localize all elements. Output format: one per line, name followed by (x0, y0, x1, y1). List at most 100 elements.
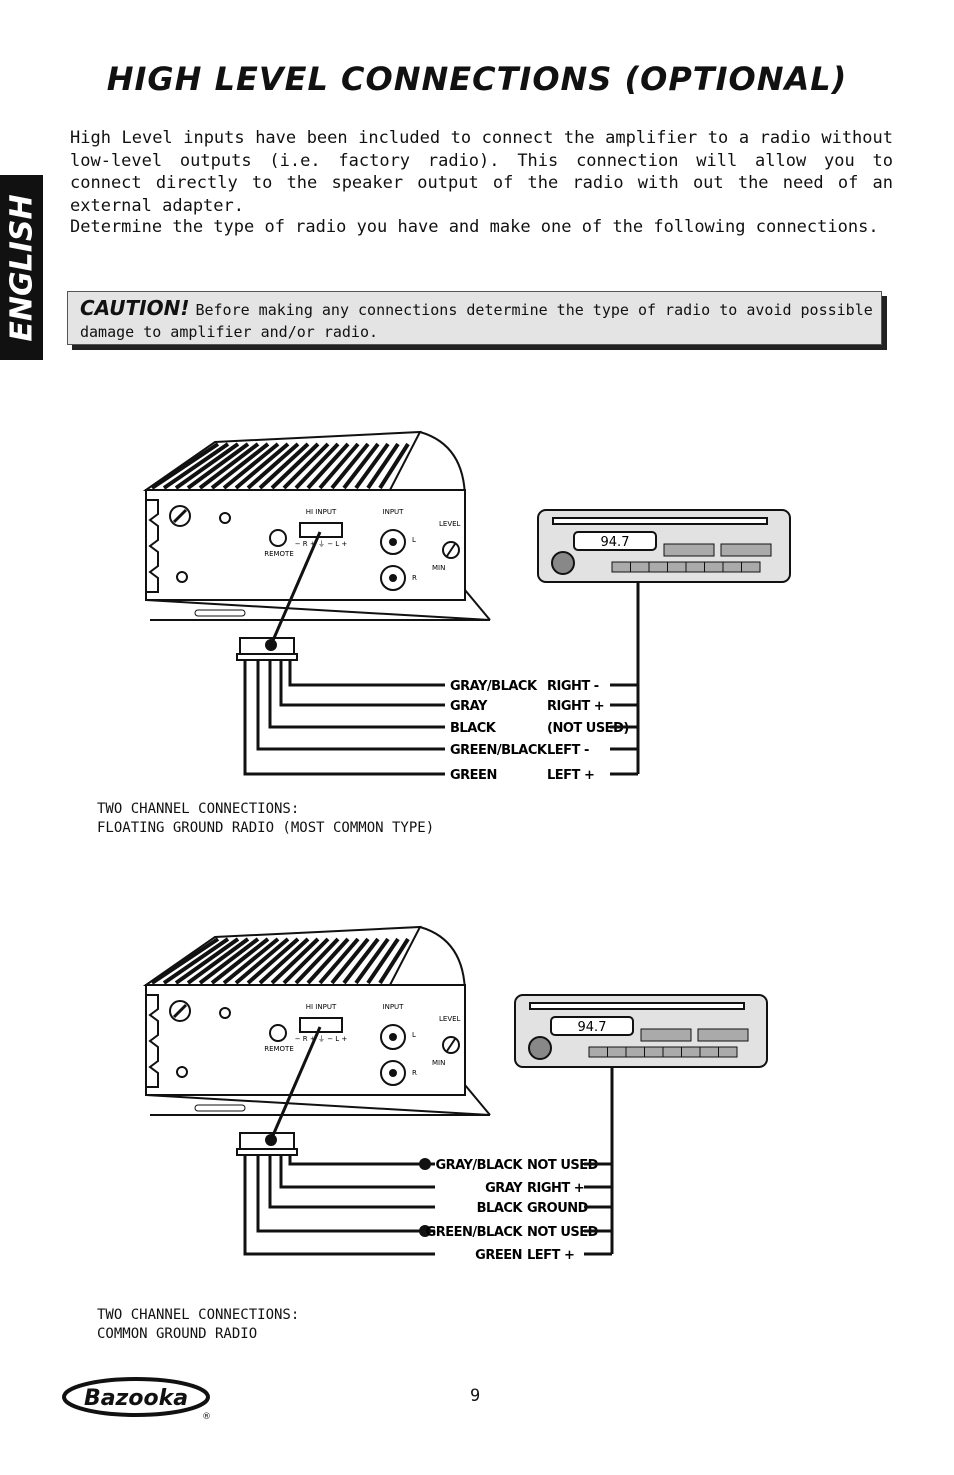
wire-color-label: BLACK (477, 1201, 524, 1216)
logo-text: Bazooka (84, 1386, 188, 1411)
wire (279, 660, 445, 707)
amp-label: REMOTE (264, 550, 294, 558)
wire (268, 660, 445, 729)
amp-fin (318, 442, 360, 490)
amp-label: R (412, 1069, 417, 1077)
amp-label: INPUT (383, 1003, 405, 1011)
caution-box: CAUTION! Before making any connections de… (67, 291, 882, 345)
rca-jack-center (389, 574, 397, 582)
amp-fin (150, 442, 220, 490)
amp-fin (366, 442, 400, 490)
page-title: HIGH LEVEL CONNECTIONS (OPTIONAL) (106, 60, 848, 98)
amp-screw-slot (172, 1003, 188, 1019)
wire (256, 1155, 435, 1233)
caption-line: TWO CHANNEL CONNECTIONS: (97, 801, 300, 817)
diagram-caption: TWO CHANNEL CONNECTIONS: COMMON GROUND R… (97, 1306, 299, 1344)
radio-button (640, 1028, 692, 1042)
amp-label: LEVEL (439, 1015, 461, 1023)
amp-fin (258, 937, 310, 985)
amp-fin (174, 442, 240, 490)
amp-label: REMOTE (264, 1045, 294, 1053)
wire-connection-label: LEFT + (547, 768, 594, 783)
logo-oval (62, 1377, 210, 1417)
wire-color-label: GRAY (450, 699, 488, 714)
radio-preset (704, 561, 724, 573)
radio-button (697, 1028, 749, 1042)
amp-label: MIN (432, 1059, 445, 1067)
caution-label: CAUTION! (80, 296, 190, 320)
amp-rail (145, 1094, 491, 1116)
amp-label: MIN (432, 564, 445, 572)
amp-label: L (412, 1031, 416, 1039)
amp-rail (145, 599, 491, 621)
amp-screw (176, 571, 188, 583)
radio-preset (588, 1046, 608, 1058)
amp-screw (219, 512, 231, 524)
radio-slot (529, 1002, 745, 1010)
radio-knob (551, 551, 575, 575)
rca-jack-center (389, 1033, 397, 1041)
amp-fin (366, 937, 400, 985)
plug-dot (265, 639, 277, 651)
plug-lead (269, 1026, 322, 1141)
wire-end-dot (419, 1225, 431, 1237)
amp-fin (294, 937, 340, 985)
wire-connection-label: LEFT - (547, 743, 589, 758)
wire-connection-label: RIGHT - (547, 679, 599, 694)
caution-text: Before making any connections determine … (80, 301, 873, 341)
wire-connection-label: (NOT USED) (547, 721, 629, 736)
amp-screw-slot (172, 508, 188, 524)
amp-screw (176, 1066, 188, 1078)
wire-connection-label: LEFT + (527, 1248, 574, 1263)
radio-display (573, 531, 657, 551)
wire (256, 660, 445, 751)
paragraph: High Level inputs have been included to … (70, 128, 893, 216)
radio-preset (741, 561, 761, 573)
amp-fin (186, 937, 250, 985)
amp-fin (186, 442, 250, 490)
caption-line: TWO CHANNEL CONNECTIONS: (97, 1307, 300, 1323)
radio-button (720, 543, 772, 557)
amp-fin (306, 937, 350, 985)
amp-fin (342, 937, 380, 985)
hi-input-connector (299, 1017, 343, 1033)
amp-label: R (412, 574, 417, 582)
radio-preset (722, 561, 742, 573)
amp-foot (194, 1104, 246, 1112)
wire-connection-label: NOT USED (527, 1225, 599, 1240)
amp-fin (330, 442, 370, 490)
radio-display-text: 94.7 (578, 1020, 607, 1035)
amp-fin (294, 442, 340, 490)
amp-fin (342, 442, 380, 490)
amp-fin (258, 442, 310, 490)
radio-preset (681, 1046, 701, 1058)
amp-fin (162, 442, 230, 490)
amp-fin (210, 442, 270, 490)
logo-mark: ® (202, 1412, 211, 1422)
level-knob-mark (446, 1038, 456, 1052)
amp-label: INPUT (383, 508, 405, 516)
amp-bracket (146, 499, 159, 593)
remote-terminal (269, 529, 287, 547)
rca-jack-center (389, 1069, 397, 1077)
amp-label: HI INPUT (306, 508, 337, 516)
wire-connection-label: RIGHT + (527, 1181, 584, 1196)
wire-connection-label: RIGHT + (547, 699, 604, 714)
hi-input-connector (299, 522, 343, 538)
amp-fin (198, 937, 260, 985)
wire-connection-label: GROUND (527, 1201, 589, 1216)
wire-color-label: GRAY (485, 1181, 523, 1196)
language-tab: ENGLISH (0, 175, 43, 360)
amp-fin (270, 442, 320, 490)
radio-preset (630, 561, 650, 573)
amp-foot (194, 609, 246, 617)
wire-color-label: GRAY/BLACK (435, 1158, 523, 1173)
wire-color-label: GREEN/BLACK (426, 1225, 524, 1240)
wire-end-dot (419, 1158, 431, 1170)
radio-preset (699, 1046, 719, 1058)
amp-label: HI INPUT (306, 1003, 337, 1011)
radio-preset (607, 1046, 627, 1058)
wire (243, 660, 445, 776)
plug-dot (265, 1134, 277, 1146)
